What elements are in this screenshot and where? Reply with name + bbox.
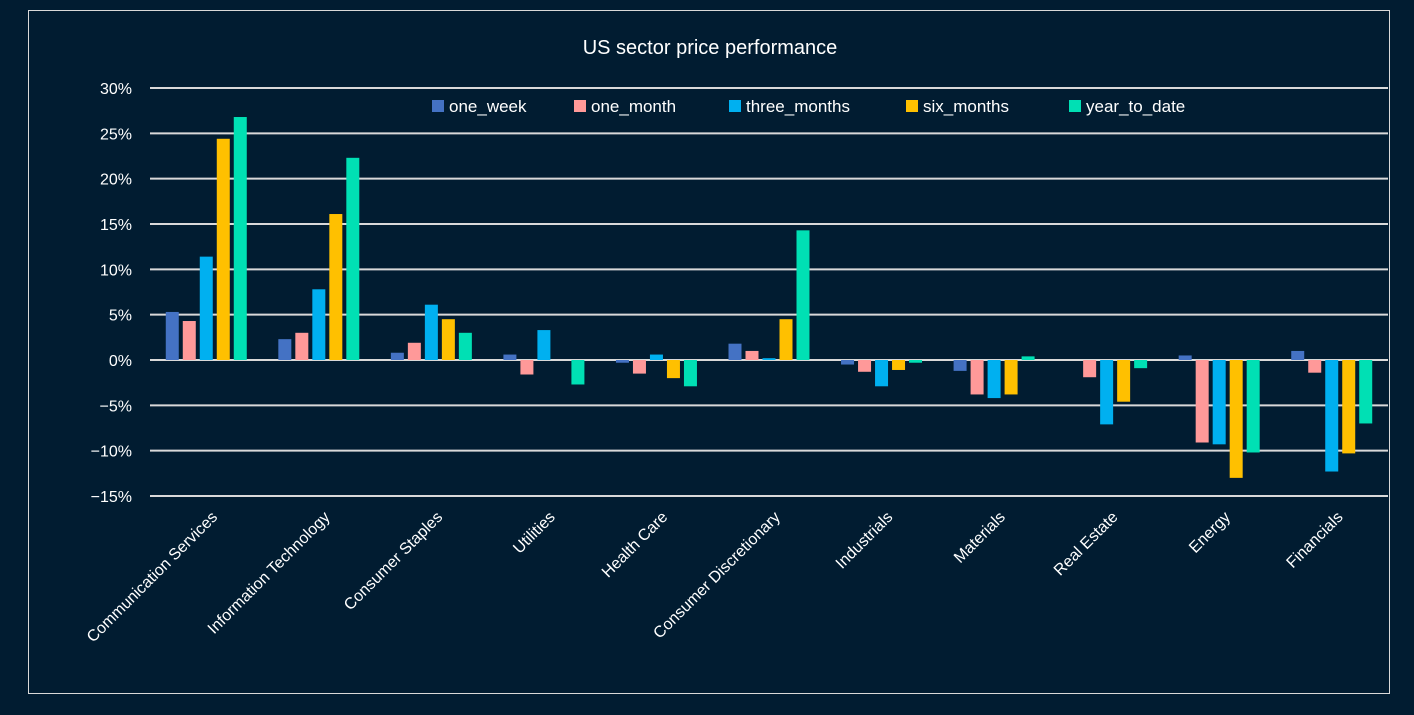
bar-year_to_date [1134,360,1148,369]
legend-item: year_to_date [1069,97,1185,116]
bar-year_to_date [1021,356,1035,360]
y-tick-label: −5% [100,398,132,415]
legend-item: six_months [906,97,1009,116]
x-tick-label: Health Care [599,509,671,581]
bar-year_to_date [1246,360,1260,453]
x-tick-label: Industrials [833,509,897,573]
bar-one_week [165,311,179,360]
bar-six_months [441,319,455,360]
bar-six_months [666,360,680,379]
x-tick-label: Consumer Staples [341,509,446,614]
y-tick-label: 0% [109,353,132,370]
bar-year_to_date [571,360,585,385]
bars [165,117,1373,478]
x-tick-label: Consumer Discretionary [650,509,783,642]
chart-title: US sector price performance [583,37,838,59]
y-tick-label: 25% [100,126,132,143]
bar-three_months [312,289,326,360]
bar-one_week [615,360,629,363]
legend-swatch [906,100,918,112]
y-tick-label: 5% [109,308,132,325]
bar-six_months [892,360,906,370]
legend-item: one_week [432,97,527,116]
legend-item: one_month [574,97,676,116]
legend-label: three_months [746,97,850,116]
bar-one_month [970,360,984,395]
legend-label: one_week [449,97,527,116]
x-tick-label: Real Estate [1051,509,1122,580]
bar-year_to_date [683,360,697,387]
bar-six_months [329,214,343,360]
y-tick-label: 10% [100,262,132,279]
y-axis: 30% 25% 20% 15% 10% 5% 0% −5% −10% −15% [91,81,132,506]
bar-three_months [875,360,889,387]
bar-one_week [841,360,855,365]
x-tick-label: Information Technology [205,509,334,638]
bar-year_to_date [233,117,247,360]
bar-one_month [858,360,872,372]
bar-one_month [1083,360,1097,378]
legend-swatch [1069,100,1081,112]
bar-one_week [953,360,967,371]
bar-year_to_date [909,360,923,363]
bar-year_to_date [458,332,472,360]
bar-three_months [199,256,213,360]
bar-one_week [503,354,517,360]
bar-three_months [424,304,438,360]
legend-swatch [729,100,741,112]
bar-one_month [745,350,759,360]
bar-three_months [1325,360,1339,472]
bar-six_months [1004,360,1018,395]
legend-swatch [432,100,444,112]
bar-one_month [520,360,534,375]
bar-one_week [278,339,292,360]
bar-year_to_date [346,157,360,360]
x-tick-label: Financials [1284,509,1347,572]
bar-one_month [182,321,196,360]
x-tick-label: Utilities [510,509,558,557]
bar-three_months [1212,360,1226,445]
legend: one_week one_month three_months six_months y… [432,97,1185,116]
bar-three_months [1100,360,1114,425]
bar-one_week [728,343,742,360]
bar-six_months [216,138,230,360]
bar-three_months [537,330,551,360]
y-tick-label: 20% [100,172,132,189]
legend-label: year_to_date [1086,97,1185,116]
bar-six_months [1229,360,1243,478]
bar-one_week [1291,350,1305,360]
bar-year_to_date [796,230,810,360]
x-tick-label: Communication Services [84,509,221,646]
bar-one_month [295,332,309,360]
legend-label: one_month [591,97,676,116]
bar-one_month [1195,360,1209,443]
bar-year_to_date [1359,360,1373,424]
legend-label: six_months [923,97,1009,116]
bar-one_month [1308,360,1322,373]
bar-one_month [407,342,421,360]
bar-three_months [762,358,776,360]
y-tick-label: 15% [100,217,132,234]
y-tick-label: 30% [100,81,132,98]
bar-one_month [632,360,646,374]
bar-three_months [649,354,663,360]
bar-three_months [987,360,1001,399]
bar-six_months [1117,360,1131,402]
legend-item: three_months [729,97,850,116]
legend-swatch [574,100,586,112]
chart-frame [28,10,1390,694]
x-tick-label: Energy [1186,509,1234,557]
x-tick-label: Materials [951,509,1009,567]
bar-one_week [390,352,404,360]
y-tick-label: −15% [91,489,132,506]
bar-six_months [779,319,793,360]
y-tick-label: −10% [91,444,132,461]
bar-one_week [1178,355,1192,360]
bar-six_months [1342,360,1356,454]
